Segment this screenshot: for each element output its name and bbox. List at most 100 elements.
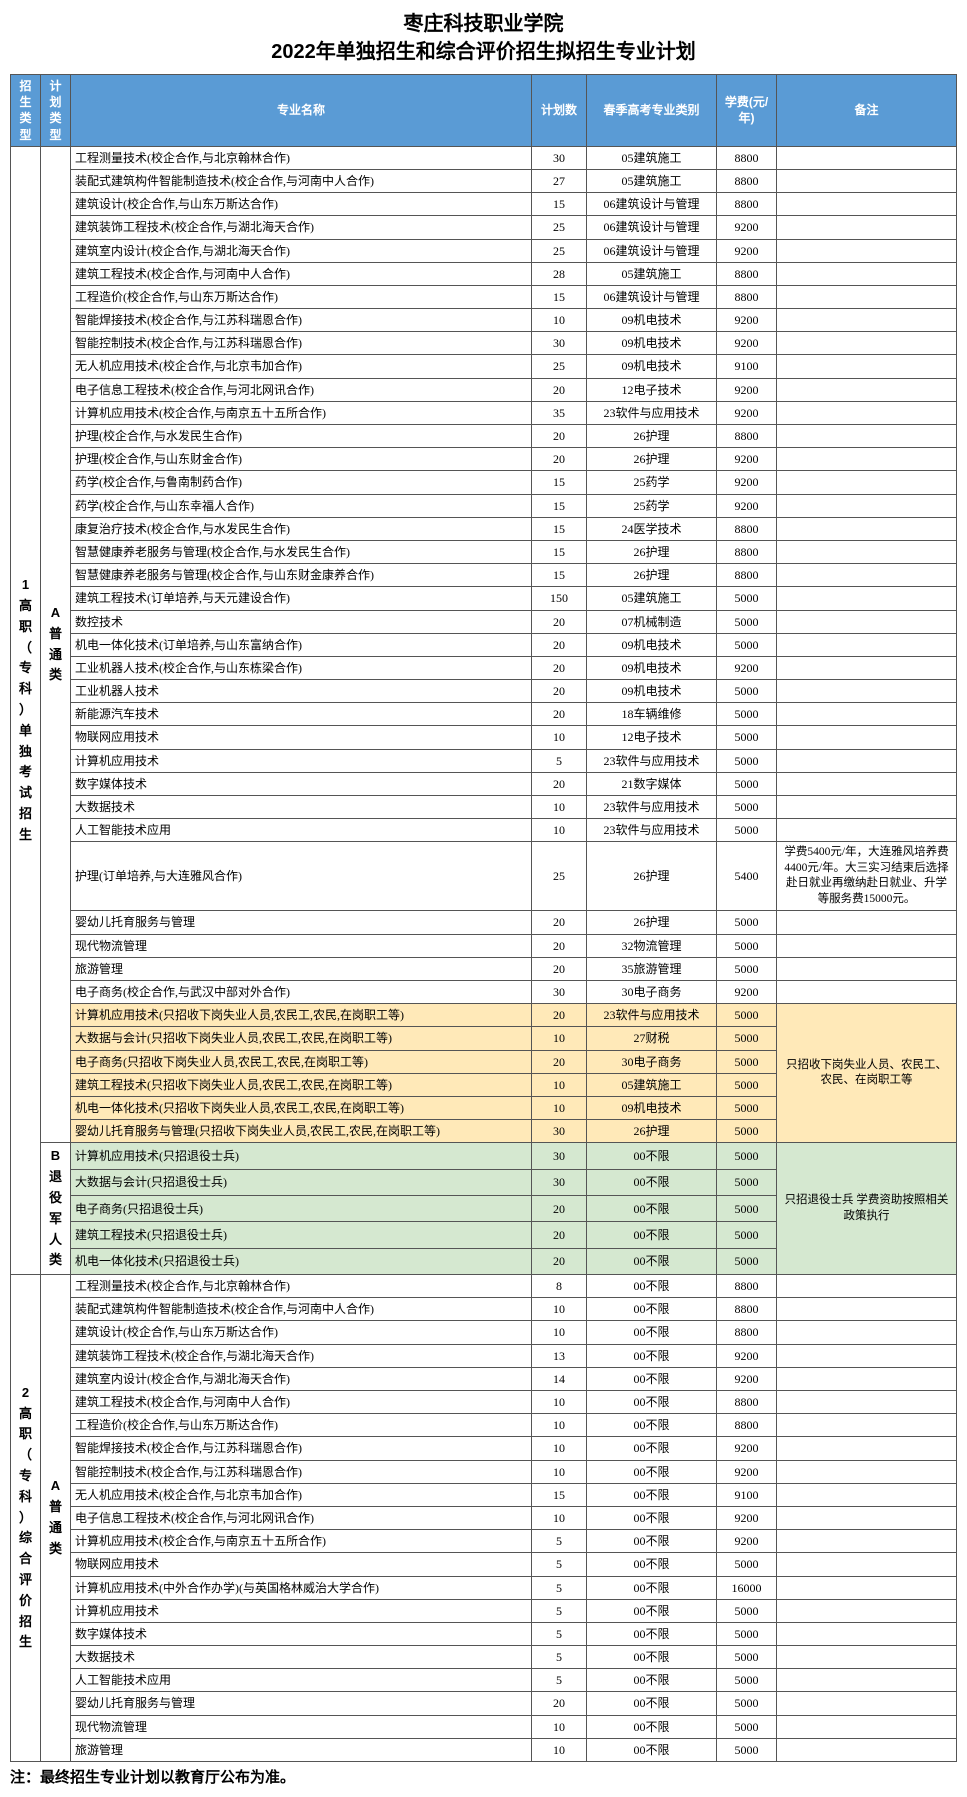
major-cell: 建筑室内设计(校企合作,与湖北海天合作) (71, 239, 532, 262)
fee-cell: 5000 (717, 819, 777, 842)
count-cell: 10 (532, 1414, 587, 1437)
note-cell (777, 239, 957, 262)
note-cell (777, 1646, 957, 1669)
count-cell: 20 (532, 680, 587, 703)
plan-type-cell: B退役军人类 (41, 1143, 71, 1275)
fee-cell: 5000 (717, 1143, 777, 1169)
table-row: 计算机应用技术(校企合作,与南京五十五所合作)500不限9200 (11, 1530, 957, 1553)
major-cell: 护理(校企合作,与水发民生合作) (71, 425, 532, 448)
fee-cell: 5000 (717, 1120, 777, 1143)
count-cell: 20 (532, 1196, 587, 1222)
major-cell: 无人机应用技术(校企合作,与北京韦加合作) (71, 1483, 532, 1506)
note-cell (777, 1553, 957, 1576)
category-cell: 26护理 (587, 448, 717, 471)
major-cell: 物联网应用技术 (71, 1553, 532, 1576)
count-cell: 15 (532, 285, 587, 308)
th-note: 备注 (777, 75, 957, 147)
count-cell: 25 (532, 355, 587, 378)
fee-cell: 5000 (717, 610, 777, 633)
note-cell: 只招退役士兵 学费资助按照相关政策执行 (777, 1143, 957, 1275)
count-cell: 15 (532, 517, 587, 540)
count-cell: 25 (532, 842, 587, 911)
major-cell: 建筑工程技术(只招退役士兵) (71, 1222, 532, 1248)
category-cell: 07机械制造 (587, 610, 717, 633)
major-cell: 药学(校企合作,与鲁南制药合作) (71, 471, 532, 494)
count-cell: 20 (532, 934, 587, 957)
count-cell: 5 (532, 1576, 587, 1599)
category-cell: 12电子技术 (587, 378, 717, 401)
major-cell: 机电一体化技术(只招收下岗失业人员,农民工,农民,在岗职工等) (71, 1096, 532, 1119)
count-cell: 10 (532, 1506, 587, 1529)
table-row: 建筑设计(校企合作,与山东万斯达合作)1000不限8800 (11, 1321, 957, 1344)
count-cell: 15 (532, 494, 587, 517)
category-cell: 26护理 (587, 1120, 717, 1143)
count-cell: 20 (532, 1004, 587, 1027)
count-cell: 30 (532, 1120, 587, 1143)
fee-cell: 5000 (717, 1622, 777, 1645)
table-row: 计算机应用技术(校企合作,与南京五十五所合作)3523软件与应用技术9200 (11, 401, 957, 424)
category-cell: 35旅游管理 (587, 957, 717, 980)
table-row: 智能控制技术(校企合作,与江苏科瑞恩合作)3009机电技术9200 (11, 332, 957, 355)
major-cell: 工业机器人技术(校企合作,与山东栋梁合作) (71, 656, 532, 679)
fee-cell: 9200 (717, 378, 777, 401)
fee-cell: 5000 (717, 1027, 777, 1050)
major-cell: 智慧健康养老服务与管理(校企合作,与水发民生合作) (71, 540, 532, 563)
th-enroll: 招生类型 (11, 75, 41, 147)
fee-cell: 8800 (717, 169, 777, 192)
count-cell: 20 (532, 378, 587, 401)
count-cell: 10 (532, 819, 587, 842)
note-cell (777, 610, 957, 633)
major-cell: 机电一体化技术(订单培养,与山东富纳合作) (71, 633, 532, 656)
category-cell: 00不限 (587, 1692, 717, 1715)
count-cell: 20 (532, 772, 587, 795)
category-cell: 05建筑施工 (587, 146, 717, 169)
count-cell: 10 (532, 1073, 587, 1096)
count-cell: 10 (532, 1321, 587, 1344)
fee-cell: 5000 (717, 1248, 777, 1274)
category-cell: 09机电技术 (587, 355, 717, 378)
count-cell: 20 (532, 957, 587, 980)
category-cell: 00不限 (587, 1248, 717, 1274)
note-cell (777, 1576, 957, 1599)
major-cell: 建筑工程技术(校企合作,与河南中人合作) (71, 1391, 532, 1414)
fee-cell: 5000 (717, 1073, 777, 1096)
note-cell (777, 517, 957, 540)
note-cell (777, 981, 957, 1004)
major-cell: 智能焊接技术(校企合作,与江苏科瑞恩合作) (71, 1437, 532, 1460)
table-row: 旅游管理1000不限5000 (11, 1738, 957, 1761)
category-cell: 00不限 (587, 1391, 717, 1414)
table-row: 计算机应用技术(中外合作办学)(与英国格林威治大学合作)500不限16000 (11, 1576, 957, 1599)
plan-table: 招生类型 计划类型 专业名称 计划数 春季高考专业类别 学费(元/年) 备注 1… (10, 74, 957, 1762)
category-cell: 06建筑设计与管理 (587, 216, 717, 239)
table-row: 物联网应用技术500不限5000 (11, 1553, 957, 1576)
note-cell (777, 587, 957, 610)
major-cell: 药学(校企合作,与山东幸福人合作) (71, 494, 532, 517)
note-cell (777, 494, 957, 517)
note-cell (777, 1344, 957, 1367)
note-cell (777, 332, 957, 355)
major-cell: 装配式建筑构件智能制造技术(校企合作,与河南中人合作) (71, 1298, 532, 1321)
fee-cell: 5000 (717, 726, 777, 749)
category-cell: 00不限 (587, 1715, 717, 1738)
major-cell: 数字媒体技术 (71, 1622, 532, 1645)
major-cell: 电子商务(校企合作,与武汉中部对外合作) (71, 981, 532, 1004)
note-cell (777, 1298, 957, 1321)
table-row: 现代物流管理1000不限5000 (11, 1715, 957, 1738)
fee-cell: 8800 (717, 1321, 777, 1344)
table-row: 计算机应用技术523软件与应用技术5000 (11, 749, 957, 772)
note-cell (777, 540, 957, 563)
table-row: 电子信息工程技术(校企合作,与河北网讯合作)1000不限9200 (11, 1506, 957, 1529)
category-cell: 09机电技术 (587, 656, 717, 679)
note-cell (777, 1530, 957, 1553)
fee-cell: 5000 (717, 1715, 777, 1738)
major-cell: 人工智能技术应用 (71, 1669, 532, 1692)
major-cell: 工程测量技术(校企合作,与北京翰林合作) (71, 146, 532, 169)
table-row: 工业机器人技术(校企合作,与山东栋梁合作)2009机电技术9200 (11, 656, 957, 679)
table-row: 旅游管理2035旅游管理5000 (11, 957, 957, 980)
category-cell: 00不限 (587, 1275, 717, 1298)
fee-cell: 5000 (717, 1553, 777, 1576)
category-cell: 00不限 (587, 1622, 717, 1645)
major-cell: 工程测量技术(校企合作,与北京翰林合作) (71, 1275, 532, 1298)
count-cell: 5 (532, 1646, 587, 1669)
fee-cell: 5000 (717, 934, 777, 957)
